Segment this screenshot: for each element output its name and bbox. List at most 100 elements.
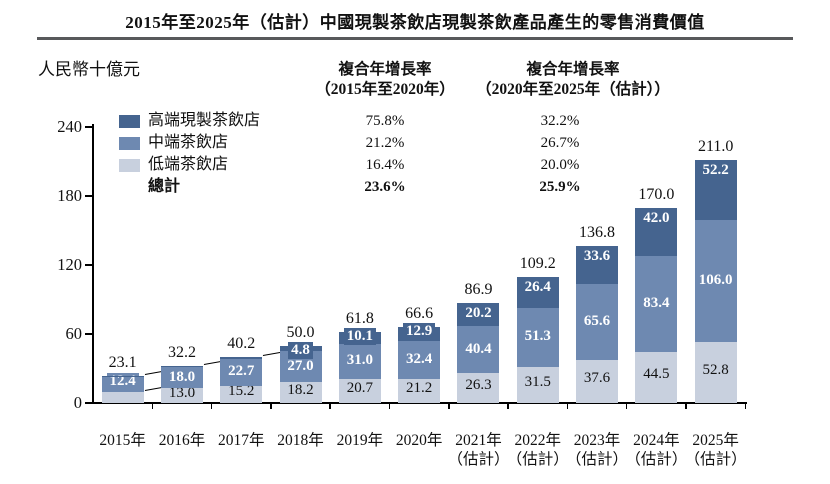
y-axis-tick xyxy=(85,402,93,404)
segment-value-chip-label: 10.1 xyxy=(343,327,376,345)
bar-segment-low-end xyxy=(279,382,322,403)
segment-value-label: 37.6 xyxy=(583,370,611,387)
bar-total-label: 61.8 xyxy=(345,309,374,327)
x-axis-label-year: 2024年 xyxy=(633,432,680,449)
x-axis-tick xyxy=(151,403,154,409)
x-axis-label-year: 2022年 xyxy=(514,432,561,449)
segment-value-label: 26.3 xyxy=(465,376,492,393)
cagr-column-2020-2025: 32.2% 26.7% 20.0% 25.9% xyxy=(495,110,625,198)
cagr-header-line1: 複合年增長率 xyxy=(526,61,620,78)
x-axis-tick xyxy=(448,403,450,409)
bar-total-label: 32.2 xyxy=(167,343,196,361)
y-axis-tick-label: 180 xyxy=(57,186,82,205)
cagr-value: 20.0% xyxy=(540,157,580,173)
bar-segment-mid-end xyxy=(576,284,619,360)
bar-segment-low-end xyxy=(516,366,559,403)
bar-total-label: 50.0 xyxy=(286,323,315,341)
bar-segment-mid-end xyxy=(457,326,500,373)
segment-value-label: 32.4 xyxy=(406,350,433,367)
bar-segment-high-end xyxy=(160,365,203,368)
x-axis-tick xyxy=(388,403,391,409)
bar-segment-low-end xyxy=(398,378,441,403)
bar-segment-high-end xyxy=(576,245,619,285)
x-axis-tick xyxy=(566,403,569,409)
segment-value-label: 15.2 xyxy=(228,383,255,400)
bar-segment-mid-end xyxy=(694,220,737,343)
bar-segment-low-end xyxy=(220,385,263,403)
x-axis-label-year: 2018年 xyxy=(277,432,324,449)
bar-total-label: 86.9 xyxy=(464,281,493,299)
bar-segment-high-end xyxy=(101,376,144,378)
segment-value-label: 21.2 xyxy=(406,379,433,396)
x-axis-label-estimate-note: （估計） xyxy=(506,451,569,468)
y-axis-tick-label: 120 xyxy=(57,255,82,274)
bar-total-label: 66.6 xyxy=(405,304,434,322)
segment-value-chip-label: 12.4 xyxy=(106,373,139,391)
segment-value-label: 83.4 xyxy=(643,294,670,311)
cagr-value: 26.7% xyxy=(540,135,580,151)
bar-segment-high-end xyxy=(516,277,559,308)
segment-value-label: 20.7 xyxy=(346,380,373,397)
segment-value-chip: 10.1 xyxy=(330,327,390,345)
cagr-header-2020-2025: 複合年增長率 （2020年至2025年（估計）） xyxy=(468,60,678,100)
x-axis-label-estimate-note: （估計） xyxy=(684,451,747,468)
bar-segment-high-end xyxy=(635,207,678,256)
cagr-value: 75.8% xyxy=(365,113,405,129)
legend: 高端現製茶飲店 中端茶飲店 低端茶飲店 總計 xyxy=(119,110,260,198)
legend-swatch-mid-end-icon xyxy=(119,136,140,150)
x-axis-label-estimate-note: （估計） xyxy=(625,451,688,468)
segment-value-label: 27.0 xyxy=(287,357,314,374)
segment-value-chip: 12.4 xyxy=(93,373,153,391)
segment-value-label: 31.5 xyxy=(524,373,551,390)
cagr-header-line2: （2020年至2025年（估計）） xyxy=(476,81,670,98)
segment-value-label: 13.0 xyxy=(168,384,196,401)
y-axis-tick-label: 0 xyxy=(73,393,82,412)
y-axis-tick xyxy=(85,333,93,335)
bar-segment-mid-end xyxy=(516,307,559,367)
chart-title: 2015年至2025年（估計）中國現製茶飲店現製茶飲產品產生的零售消費價值 xyxy=(125,13,705,32)
segment-value-chip-label: 12.9 xyxy=(403,322,436,340)
segment-value-label: 44.5 xyxy=(643,366,670,383)
segment-value-label: 18.2 xyxy=(287,381,314,398)
x-axis-tick xyxy=(625,403,628,409)
bar-segment-mid-end xyxy=(398,341,441,379)
bar-total-label: 40.2 xyxy=(227,334,256,352)
segment-value-label: 18.0 xyxy=(168,368,196,385)
x-axis-label-year: 2015年 xyxy=(99,432,146,449)
cagr-value: 16.4% xyxy=(365,157,405,173)
bar-segment-high-end xyxy=(220,356,263,360)
bar-total-label: 170.0 xyxy=(638,185,675,203)
segment-value-label: 52.2 xyxy=(702,162,729,179)
x-axis-label-estimate-note: （估計） xyxy=(566,451,629,468)
segment-value-label: 20.2 xyxy=(465,305,492,322)
segment-value-label: 40.4 xyxy=(465,340,492,357)
legend-label: 低端茶飲店 xyxy=(148,156,229,173)
bar-segment-high-end xyxy=(457,303,500,327)
legend-label: 總計 xyxy=(148,178,181,195)
x-axis-tick xyxy=(744,403,747,409)
legend-item-mid-end: 中端茶飲店 xyxy=(119,132,260,154)
bar-segment-low-end xyxy=(576,359,619,403)
cagr-header-2015-2020: 複合年增長率 （2015年至2020年） xyxy=(290,60,480,100)
bar-segment-low-end xyxy=(338,379,381,403)
y-axis-tick-label: 60 xyxy=(65,324,83,343)
x-axis-tick xyxy=(329,403,331,409)
segment-value-label: 22.7 xyxy=(228,363,255,380)
segment-value-label: 51.3 xyxy=(524,328,551,345)
bar-total-label: 23.1 xyxy=(108,354,137,372)
bar-total-label: 211.0 xyxy=(697,138,734,156)
bar-segment-mid-end xyxy=(338,343,381,380)
x-axis-label-year: 2023年 xyxy=(573,432,621,449)
x-axis-label-estimate-note: （估計） xyxy=(447,451,510,468)
x-axis-label-year: 2019年 xyxy=(336,432,384,449)
segment-value-label: 52.8 xyxy=(702,361,729,378)
title-rule xyxy=(37,37,793,40)
x-axis-label-year: 2020年 xyxy=(395,432,443,449)
segment-value-label: 26.4 xyxy=(524,279,551,296)
y-axis-tick xyxy=(85,195,93,197)
bar-total-label: 136.8 xyxy=(579,223,616,241)
bar-segment-mid-end xyxy=(220,359,263,386)
y-axis-tick-label: 240 xyxy=(57,117,82,136)
